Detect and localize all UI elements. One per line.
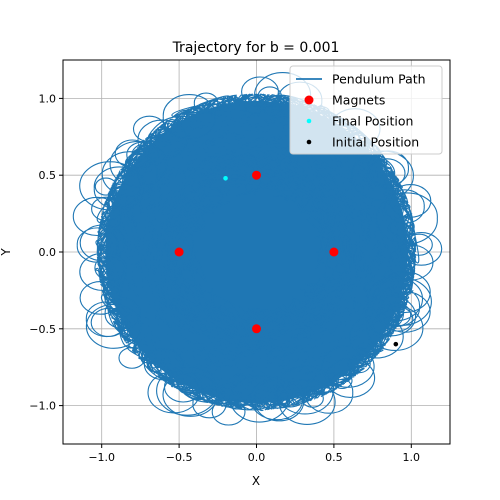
y-tick-label: 1.0 [39,92,57,105]
legend-label-initial-position: Initial Position [332,135,419,150]
x-tick-label: 0.0 [248,451,266,464]
scatter-points [174,170,399,347]
legend-swatch-final-position [306,118,312,124]
x-tick-label: 0.5 [325,451,343,464]
legend-box [289,65,443,155]
magnets-point-0 [252,170,261,180]
pendulum-path [72,72,443,426]
legend-label-pendulum-path: Pendulum Path [332,72,426,87]
y-tick-label: 0.0 [39,246,57,259]
x-tick-label: 1.0 [403,451,421,464]
x-tick-label: −1.0 [88,451,115,464]
y-tick-label: 0.5 [39,169,57,182]
chart-title: Trajectory for b = 0.001 [172,40,340,56]
x-tick-label: −0.5 [166,451,193,464]
magnets-point-3 [252,324,261,334]
y-axis-label: Y [0,248,13,257]
final-position-point-0 [223,175,228,181]
x-axis-label: X [252,474,260,488]
legend-swatch-magnets [304,95,314,105]
magnets-point-1 [174,247,184,257]
y-tick-label: −1.0 [29,400,56,413]
legend: Pendulum Path Magnets Final Position Initia… [289,65,443,155]
initial-position-point-0 [393,341,399,347]
legend-swatch-initial-position [306,139,312,145]
axis-ticks: −1.0 −0.5 0.0 0.5 1.0 −1.0 −0.5 0.0 0.5 1.0 [29,92,420,464]
legend-label-magnets: Magnets [332,93,385,108]
legend-label-final-position: Final Position [332,114,413,129]
magnets-point-2 [329,247,339,257]
y-tick-label: −0.5 [29,323,56,336]
